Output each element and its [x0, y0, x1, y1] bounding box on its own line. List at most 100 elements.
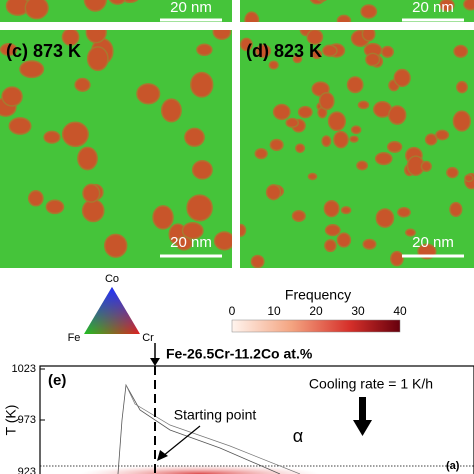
precipitate — [254, 148, 268, 160]
precipitate — [77, 146, 98, 171]
precipitate — [424, 133, 438, 146]
colorbar-tick-label: 30 — [351, 304, 365, 318]
precipitate — [196, 43, 213, 56]
phase-label: α — [293, 426, 303, 446]
precipitate — [439, 0, 455, 12]
precipitate — [336, 14, 352, 22]
precipitate — [321, 135, 332, 147]
ternary-label: Co — [105, 273, 119, 285]
precipitate — [121, 0, 139, 4]
colorbar-tick-label: 40 — [393, 304, 407, 318]
scale-label: 20 nm — [170, 0, 212, 16]
cooling-rate: Cooling rate = 1 K/h — [309, 376, 433, 392]
precipitate — [181, 222, 204, 240]
precipitate — [213, 231, 232, 251]
precipitate — [349, 135, 359, 143]
scale-label: 20 nm — [412, 0, 454, 16]
composition: Fe-26.5Cr-11.2Co at.% — [166, 346, 313, 362]
panel-label: (c) 873 K — [6, 41, 81, 61]
precipitate — [464, 174, 474, 183]
precipitate — [268, 60, 279, 70]
precipitate — [327, 111, 347, 132]
precipitate — [45, 199, 65, 215]
cooling-arrow — [359, 397, 366, 421]
precipitate — [316, 0, 327, 2]
precipitate — [307, 172, 318, 181]
cooling-arrow-head — [353, 420, 372, 436]
precipitate — [446, 166, 459, 179]
precipitate — [361, 30, 376, 42]
precipitate — [136, 83, 161, 105]
precipitate — [362, 238, 377, 250]
precipitate — [184, 127, 205, 147]
annotation-arrow-head — [157, 450, 168, 461]
precipitate — [311, 49, 323, 60]
colorbar-tick-label: 10 — [267, 304, 281, 318]
precipitate — [405, 228, 416, 237]
precipitate — [322, 44, 338, 57]
precipitate — [160, 98, 182, 123]
precipitate — [291, 209, 306, 222]
precipitate — [324, 239, 337, 253]
corner-label: (a) — [446, 460, 460, 472]
precipitate — [43, 130, 61, 144]
precipitate — [346, 76, 364, 94]
precipitate — [250, 254, 265, 268]
precipitate — [190, 71, 214, 98]
micrograph-top-right — [240, 0, 474, 22]
precipitate — [306, 30, 324, 45]
precipitate — [61, 30, 80, 46]
precipitate — [74, 77, 91, 92]
precipitate — [386, 141, 403, 153]
y-tick-label: 923 — [18, 466, 36, 474]
precipitate — [8, 117, 32, 135]
precipitate — [186, 194, 213, 222]
precipitate — [272, 103, 291, 121]
ternary-label: Fe — [68, 332, 81, 344]
precipitate — [350, 125, 362, 135]
precipitate — [336, 232, 352, 248]
precipitate — [389, 250, 404, 267]
precipitate — [381, 45, 395, 58]
precipitate — [240, 37, 253, 52]
precipitate — [108, 0, 127, 5]
y-tick-label: 973 — [18, 414, 36, 426]
precipitate — [240, 223, 247, 237]
colorbar — [231, 319, 401, 333]
ternary-label: Cr — [142, 332, 154, 344]
annotation-arrow — [162, 425, 201, 457]
precipitate — [365, 52, 381, 67]
precipitate — [388, 105, 407, 125]
precipitate — [27, 190, 44, 207]
precipitate — [1, 86, 23, 107]
precipitate — [295, 143, 306, 154]
micrograph-top-left — [0, 0, 232, 22]
precipitate — [191, 159, 213, 180]
annotation: Starting point — [174, 407, 257, 423]
precipitate — [255, 44, 272, 58]
precipitate — [456, 80, 468, 94]
precipitate — [357, 100, 370, 110]
precipitate — [453, 44, 469, 58]
precipitate — [81, 198, 105, 223]
precipitate — [104, 233, 128, 258]
plot-frame — [39, 365, 474, 474]
precipitate — [297, 105, 313, 119]
precipitate — [318, 91, 335, 111]
precipitate — [292, 54, 303, 64]
precipitate — [375, 208, 395, 228]
frequency-map — [80, 465, 320, 474]
precipitate — [285, 117, 300, 128]
colorbar-title: Frequency — [285, 287, 351, 303]
precipitate — [24, 0, 49, 20]
precipitate — [212, 30, 232, 40]
boundary-curve — [117, 383, 281, 474]
precipitate — [19, 60, 45, 79]
precipitate — [374, 151, 393, 166]
precipitate — [86, 46, 109, 72]
precipitate — [420, 160, 432, 172]
precipitate — [333, 130, 349, 149]
boundary-curve — [125, 384, 301, 474]
